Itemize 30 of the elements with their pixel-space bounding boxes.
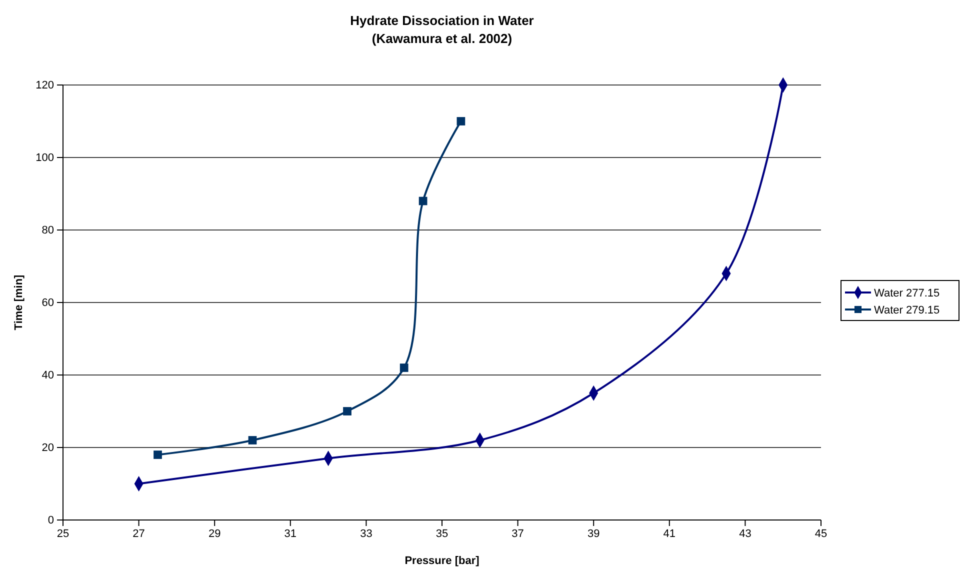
y-tick-label: 120 bbox=[36, 80, 54, 92]
x-tick-label: 41 bbox=[663, 528, 676, 540]
legend-label: Water 279.15 bbox=[874, 304, 940, 316]
x-tick-label: 45 bbox=[814, 528, 828, 540]
y-tick-label: 80 bbox=[42, 224, 54, 237]
legend-label: Water 277.15 bbox=[874, 288, 940, 300]
chart-subtitle: (Kawamura et al. 2002) bbox=[372, 31, 512, 46]
x-tick-label: 25 bbox=[56, 528, 70, 540]
y-tick-label: 40 bbox=[42, 370, 54, 382]
point bbox=[400, 364, 408, 372]
y-tick-label: 100 bbox=[36, 152, 54, 164]
x-tick-label: 43 bbox=[739, 528, 752, 540]
point bbox=[456, 117, 466, 126]
x-tick-label: 29 bbox=[208, 528, 221, 540]
x-axis-title: Pressure [bar] bbox=[404, 555, 480, 567]
y-tick-label: 20 bbox=[42, 442, 54, 454]
chart-title: Hydrate Dissociation in Water bbox=[350, 13, 534, 28]
point bbox=[418, 196, 428, 206]
x-tick-label: 33 bbox=[360, 528, 372, 540]
point bbox=[154, 450, 162, 459]
point bbox=[248, 436, 257, 444]
y-axis-title: Time [min] bbox=[13, 274, 25, 330]
y-tick-label: 60 bbox=[42, 297, 54, 310]
x-tick-label: 37 bbox=[512, 528, 524, 540]
x-tick-label: 31 bbox=[284, 528, 297, 540]
x-tick-label: 35 bbox=[436, 528, 448, 540]
point bbox=[343, 407, 352, 416]
x-tick-label: 39 bbox=[587, 528, 600, 540]
x-tick-label: 27 bbox=[132, 528, 145, 540]
y-tick-label: 0 bbox=[48, 514, 54, 527]
